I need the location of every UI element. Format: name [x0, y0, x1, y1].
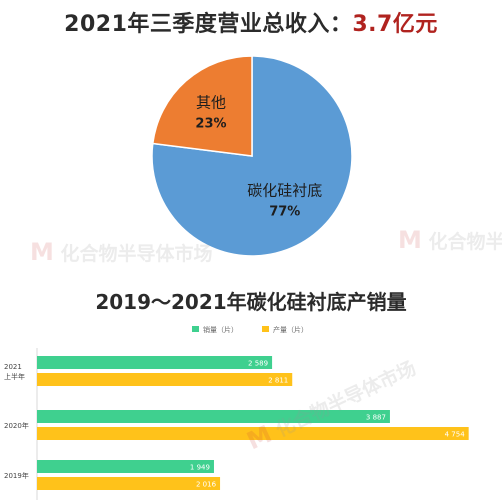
pie-chart: 碳化硅衬底 77% 其他 23% — [151, 55, 353, 257]
legend-label: 销量（片） — [203, 325, 238, 334]
pie-slice-label: 碳化硅衬底 — [247, 182, 322, 200]
bar — [37, 373, 293, 386]
bar-value-label: 2 589 — [248, 360, 268, 368]
pie-slice-value: 77% — [269, 205, 300, 220]
bar — [37, 356, 273, 369]
headline: 2021年三季度营业总收入：3.7亿元 — [0, 6, 502, 38]
bar-value-label: 1 949 — [190, 464, 210, 472]
category-label: 2020年 — [4, 421, 29, 430]
bar-value-label: 4 754 — [445, 431, 466, 439]
headline-prefix: 2021年三季度营业总收入： — [64, 12, 353, 37]
watermark-right: M 化合物半导体市场 — [398, 226, 502, 254]
legend-swatch — [192, 326, 199, 332]
pie-slice — [151, 55, 253, 157]
section-title: 2019～2021年碳化硅衬底产销量 — [95, 290, 407, 314]
legend-label: 产量（片） — [273, 325, 308, 334]
watermark-left: M 化合物半导体市场 — [30, 238, 213, 266]
category-label: 2019年 — [4, 471, 29, 480]
legend-swatch — [262, 326, 269, 332]
category-label: 2021 — [4, 363, 22, 371]
headline-value: 3.7亿元 — [352, 12, 438, 37]
watermark-diagonal: M 化合物半导体市场 — [242, 357, 420, 456]
bar — [37, 460, 214, 473]
bar-value-label: 3 887 — [366, 414, 386, 422]
category-label: 上半年 — [4, 372, 25, 381]
pie-slice-value: 23% — [195, 116, 226, 131]
bar-value-label: 2 016 — [196, 481, 217, 489]
pie-slice-label: 其他 — [196, 93, 226, 111]
bar-value-label: 2 811 — [268, 377, 288, 385]
bar — [37, 477, 221, 490]
